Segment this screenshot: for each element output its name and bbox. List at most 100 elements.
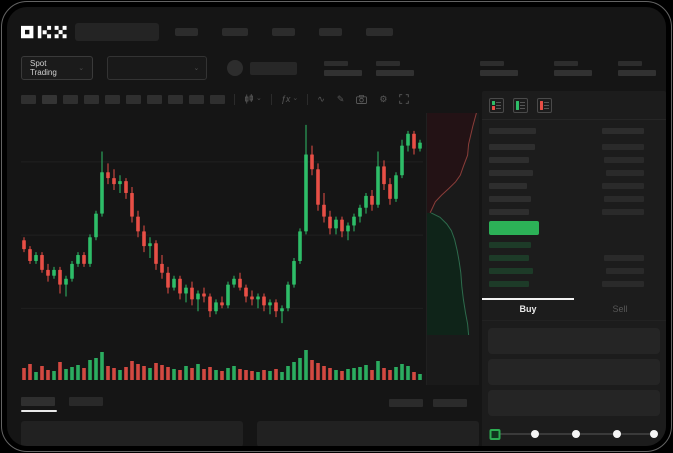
candle-style-selector[interactable]: ⌄: [244, 91, 262, 107]
price-bar: [489, 143, 535, 150]
price-bar: [489, 254, 529, 261]
ask-row[interactable]: [482, 140, 666, 153]
candlestick-chart[interactable]: [21, 113, 423, 335]
price-bar: [489, 267, 533, 274]
orders-filter-button[interactable]: [389, 399, 423, 407]
line-tool-button[interactable]: ∿: [317, 91, 325, 107]
bottom-tabs-bar: [21, 397, 479, 417]
ask-row[interactable]: [482, 166, 666, 179]
stat-change: [376, 60, 414, 76]
okx-logo-icon: [21, 25, 67, 38]
gear-icon: ⚙: [379, 94, 388, 104]
timeframe-button[interactable]: [84, 94, 99, 104]
ask-row[interactable]: [482, 179, 666, 192]
slider-stop-1[interactable]: [530, 430, 539, 438]
tab-open-orders[interactable]: [21, 397, 57, 412]
bid-row[interactable]: [482, 238, 666, 251]
amount-slider[interactable]: [489, 427, 659, 441]
chevron-down-icon: ⌄: [292, 95, 299, 102]
bid-row[interactable]: [482, 264, 666, 277]
amount-bar: [602, 182, 644, 189]
orders-action-button[interactable]: [433, 399, 467, 407]
stat-24h-high: [480, 60, 518, 76]
chart-settings-button[interactable]: ⚙: [379, 91, 387, 107]
bid-row[interactable]: [482, 251, 666, 264]
price-bar: [489, 156, 529, 163]
primary-nav: [175, 28, 393, 36]
asks-only-icon[interactable]: [537, 98, 552, 113]
volume-chart[interactable]: [21, 344, 423, 380]
price-bar: [489, 241, 531, 248]
timeframe-button[interactable]: [126, 94, 141, 104]
app-window: Spot Trading ⌄ ⌄: [7, 7, 666, 446]
stat-24h-low: [554, 60, 592, 76]
amount-bar: [606, 169, 644, 176]
tab-buy[interactable]: Buy: [519, 304, 537, 314]
amount-bar: [604, 195, 644, 202]
orderbook-column-headers: [482, 120, 666, 140]
candlestick-icon: [245, 94, 253, 104]
trade-panel: Buy Sell: [482, 91, 666, 446]
total-input[interactable]: [488, 390, 660, 416]
slider-stop-4[interactable]: [650, 430, 659, 438]
expand-icon: [399, 94, 410, 104]
ask-row[interactable]: [482, 205, 666, 218]
amount-bar: [602, 208, 644, 215]
pair-name-placeholder: [250, 61, 297, 75]
slider-stop-3[interactable]: [612, 430, 621, 438]
bid-row[interactable]: [482, 277, 666, 290]
active-tab-indicator: [21, 410, 57, 412]
indicators-selector[interactable]: ƒx ⌄: [281, 91, 298, 107]
ask-row[interactable]: [482, 192, 666, 205]
nav-item-placeholder[interactable]: [366, 28, 393, 36]
price-bar: [489, 182, 527, 189]
price-input[interactable]: [488, 328, 660, 354]
orderbook-view-toggles: [482, 91, 666, 120]
orderbook-bids: [482, 238, 666, 290]
ask-row[interactable]: [482, 153, 666, 166]
depth-chart-panel: [426, 112, 479, 385]
timeframe-button[interactable]: [147, 94, 162, 104]
slider-stop-0[interactable]: [489, 429, 501, 440]
tab-order-history[interactable]: [69, 397, 103, 406]
split-book-icon[interactable]: [489, 98, 504, 113]
assets-panel-placeholder: [257, 421, 479, 446]
timeframe-button[interactable]: [63, 94, 78, 104]
slider-stop-2[interactable]: [571, 430, 580, 438]
wave-line-icon: ∿: [317, 94, 325, 104]
orders-area: [21, 421, 479, 446]
coin-avatar[interactable]: [227, 60, 243, 76]
pencil-icon: ✎: [336, 94, 345, 104]
chevron-down-icon: ⌄: [193, 65, 200, 72]
depth-chart[interactable]: [427, 112, 479, 336]
screenshot-button[interactable]: [356, 94, 368, 104]
amount-bar: [602, 280, 644, 287]
nav-item-placeholder[interactable]: [319, 28, 342, 36]
timeframe-button[interactable]: [21, 94, 36, 104]
bids-only-icon[interactable]: [513, 98, 528, 113]
pair-selector-dropdown[interactable]: ⌄: [107, 56, 208, 80]
fx-indicator-icon: ƒx: [280, 94, 291, 104]
tab-sell[interactable]: Sell: [612, 304, 628, 314]
toolbar-divider: [307, 93, 309, 105]
timeframe-button[interactable]: [189, 94, 204, 104]
fullscreen-button[interactable]: [399, 94, 410, 104]
timeframe-button[interactable]: [210, 94, 225, 104]
search-input[interactable]: [75, 23, 159, 41]
price-bar: [489, 169, 533, 176]
stat-24h-volume: [618, 60, 656, 76]
timeframe-button[interactable]: [42, 94, 57, 104]
timeframe-button[interactable]: [105, 94, 120, 104]
nav-item-placeholder[interactable]: [222, 28, 248, 36]
last-price-badge[interactable]: [489, 221, 539, 235]
stat-last-price: [324, 60, 362, 76]
draw-tool-button[interactable]: ✎: [337, 91, 345, 107]
market-header: Spot Trading ⌄ ⌄: [7, 43, 666, 81]
nav-item-placeholder[interactable]: [175, 28, 198, 36]
amount-input[interactable]: [488, 359, 660, 385]
timeframe-button[interactable]: [168, 94, 183, 104]
market-type-selector[interactable]: Spot Trading ⌄: [21, 56, 94, 80]
price-bar: [489, 280, 529, 287]
nav-item-placeholder[interactable]: [272, 28, 295, 36]
